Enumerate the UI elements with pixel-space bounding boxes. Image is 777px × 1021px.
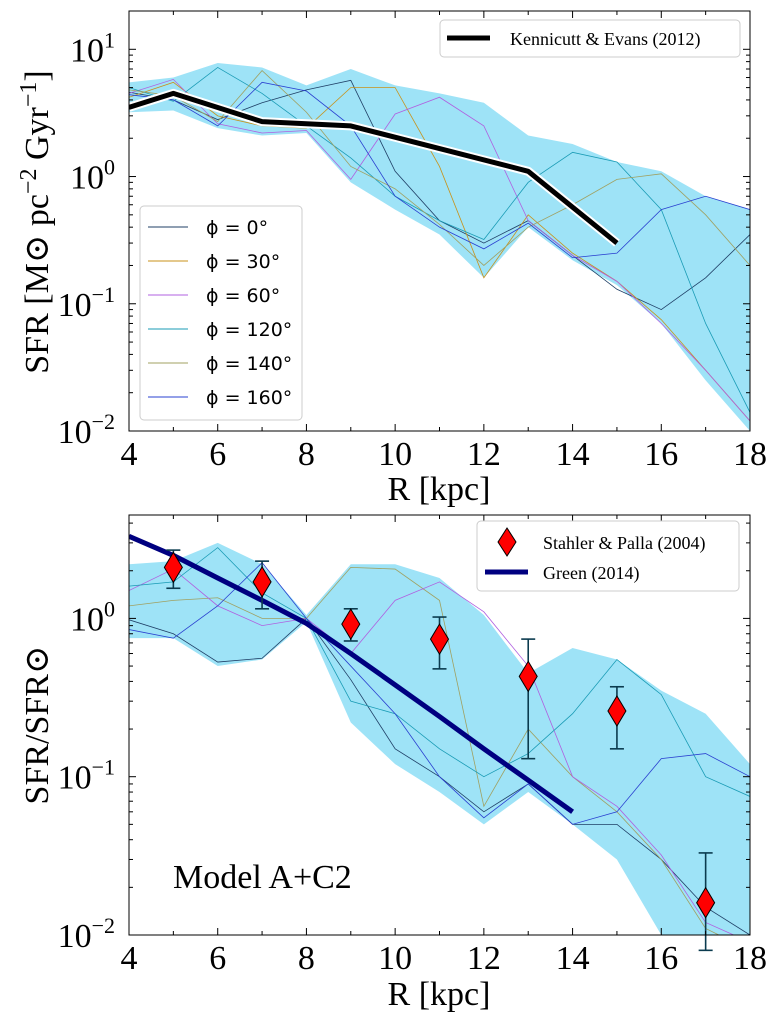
x-tick-label: 10 [378, 940, 412, 977]
data-point-diamond [341, 608, 361, 641]
x-tick-label: 12 [467, 940, 501, 977]
y-tick-label: 10−1 [58, 282, 115, 324]
bottom-series-s4 [129, 547, 750, 797]
y-tick-label: 100 [70, 155, 115, 197]
observed-point [429, 616, 450, 670]
bottom-x-axis-label: R [kpc] [388, 976, 491, 1013]
top-y-ticks: 10−2 10−1 100 101 [58, 10, 750, 451]
top-series-phi_30 [129, 81, 750, 422]
top-legend-model: Kennicutt & Evans (2012) [439, 19, 741, 58]
panel-bottom-sfr-ratio: 4 6 8 10 12 14 16 18 10−2 10−1 100 R [kpc] SFR/SF… [19, 514, 767, 1013]
legend-label-phi_140: ϕ = 140° [206, 353, 292, 375]
x-tick-label: 4 [121, 940, 138, 977]
top-series-phi_60 [129, 78, 750, 422]
bottom-series-s3 [129, 568, 735, 935]
legend-label-phi_0: ϕ = 0° [206, 217, 268, 239]
bottom-y-ticks: 10−2 10−1 100 [58, 522, 750, 955]
top-series-phi_120 [129, 66, 750, 413]
top-model-line [129, 90, 619, 246]
bottom-spread-band [129, 542, 750, 935]
bottom-series-s5 [129, 562, 750, 825]
data-point-diamond [607, 695, 627, 727]
legend-label-phi_30: ϕ = 30° [206, 251, 280, 273]
x-tick-label: 14 [556, 436, 590, 473]
legend-label-phi_160: ϕ = 160° [206, 387, 292, 409]
data-point-diamond [252, 565, 272, 598]
x-tick-label: 18 [733, 940, 767, 977]
bottom-plot-area [129, 534, 750, 952]
observed-point [518, 638, 538, 760]
legend-label-phi_120: ϕ = 120° [206, 319, 292, 341]
model-annotation: Model A+C2 [173, 859, 352, 896]
x-tick-label: 10 [378, 436, 412, 473]
y-tick-label: 101 [70, 27, 115, 69]
x-tick-label: 14 [556, 940, 590, 977]
data-point-diamond [163, 551, 183, 584]
bottom-y-axis-label: SFR/SFR⊙ [19, 646, 56, 805]
top-y-axis-label: SFR [M⊙ pc−2 Gyr−1] [16, 70, 56, 373]
x-tick-label: 16 [644, 940, 678, 977]
observed-point [341, 607, 361, 642]
data-point-diamond [429, 623, 450, 656]
x-tick-label: 6 [209, 436, 226, 473]
legend-swatch-stahler [497, 527, 517, 557]
top-spread-band [129, 63, 750, 431]
data-point-diamond [518, 660, 538, 693]
x-tick-label: 4 [121, 436, 138, 473]
x-tick-label: 16 [644, 436, 678, 473]
top-x-axis-label: R [kpc] [388, 471, 491, 508]
legend-label-phi_60: ϕ = 60° [206, 285, 280, 307]
observed-point [607, 685, 627, 750]
legend-label-stahler: Stahler & Palla (2004) [543, 533, 705, 554]
observed-points [163, 549, 716, 952]
top-series-phi_140 [129, 70, 750, 267]
bottom-legend: Stahler & Palla (2004) Green (2014) [476, 520, 740, 592]
x-tick-label: 8 [298, 940, 315, 977]
y-tick-label: 10−1 [58, 755, 115, 797]
x-tick-label: 18 [733, 436, 767, 473]
data-point-diamond [696, 886, 716, 919]
legend-label-kennicutt: Kennicutt & Evans (2012) [510, 29, 700, 50]
legend-label-green: Green (2014) [543, 563, 639, 584]
top-legend-phi: ϕ = 0° ϕ = 30° ϕ = 60° ϕ = 120° ϕ = 140° ϕ = … [139, 205, 303, 421]
top-x-ticks: 4 6 8 10 12 14 16 18 [121, 11, 767, 473]
bottom-model-line [129, 534, 575, 814]
x-tick-label: 6 [209, 940, 226, 977]
panel-top-sfr: 4 6 8 10 12 14 16 18 10−2 10−1 100 101 R [kpc] SFR… [16, 10, 767, 508]
observed-point [163, 549, 183, 590]
observed-point [252, 560, 272, 610]
y-tick-label: 100 [70, 596, 115, 638]
y-tick-label: 10−2 [58, 913, 115, 955]
top-plot-area [129, 63, 750, 431]
x-tick-label: 8 [298, 436, 315, 473]
x-tick-label: 12 [467, 436, 501, 473]
bottom-x-ticks: 4 6 8 10 12 14 16 18 [121, 515, 767, 977]
y-tick-label: 10−2 [58, 409, 115, 451]
bottom-series-s2 [129, 566, 720, 935]
